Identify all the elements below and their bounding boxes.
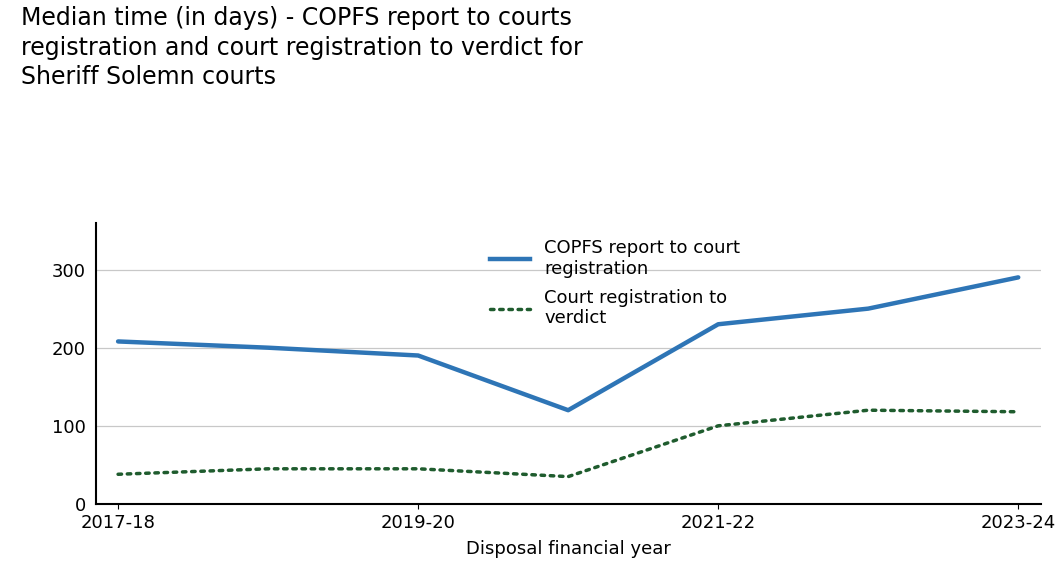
Text: Median time (in days) - COPFS report to courts
registration and court registrati: Median time (in days) - COPFS report to … [21, 6, 583, 89]
X-axis label: Disposal financial year: Disposal financial year [466, 540, 670, 558]
Legend: COPFS report to court
registration, Court registration to
verdict: COPFS report to court registration, Cour… [483, 231, 748, 335]
